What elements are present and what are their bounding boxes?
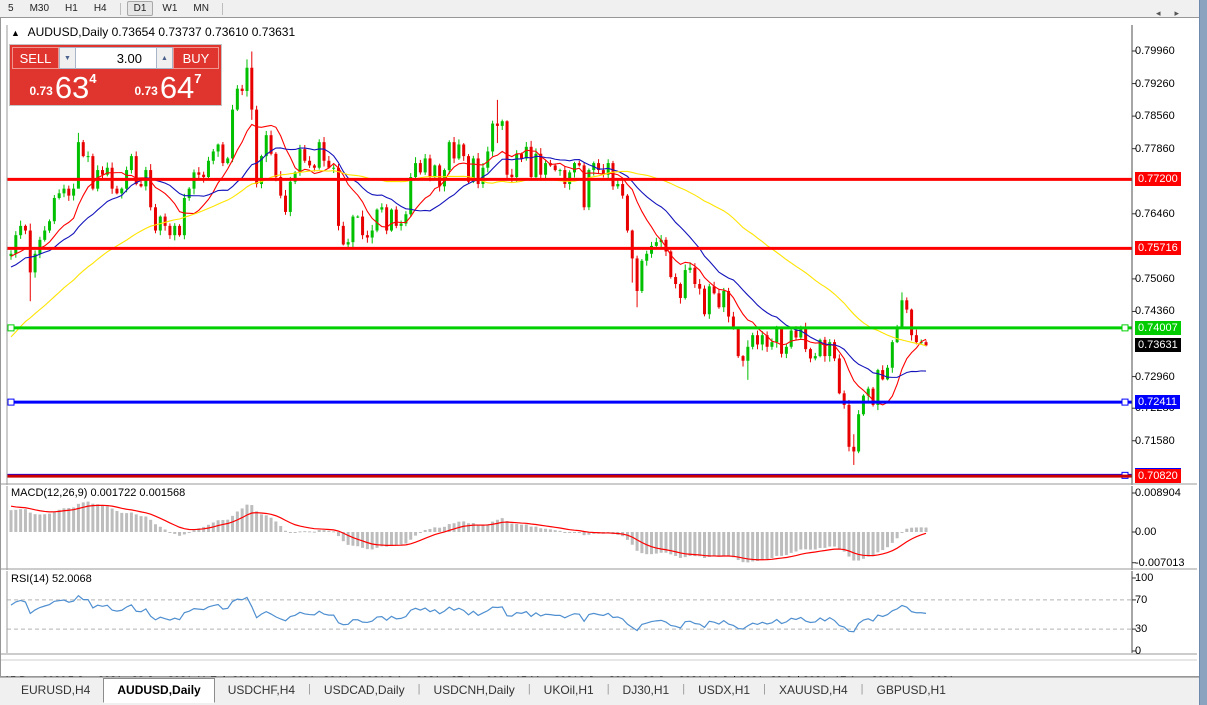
price-axis-label: 0.71580 xyxy=(1135,434,1175,447)
chart-canvas[interactable] xyxy=(1,18,1207,678)
macd-indicator-header: MACD(12,26,9) 0.001722 0.001568 xyxy=(11,487,186,499)
buy-price-prefix: 0.73 xyxy=(134,84,158,98)
sell-price-prefix: 0.73 xyxy=(29,84,53,98)
sell-price-sup: 4 xyxy=(89,71,97,86)
window-edge-strip xyxy=(1199,0,1207,705)
macd-axis-label: -0.007013 xyxy=(1135,556,1185,569)
sell-button[interactable]: SELL xyxy=(12,47,59,69)
indicator-panes-layer xyxy=(7,501,1132,633)
toolbar-separator xyxy=(221,2,223,15)
chart-tab-ukoil-h1[interactable]: UKOil,H1 xyxy=(543,683,594,697)
price-line-badge: 0.72411 xyxy=(1135,395,1180,410)
hline-handle[interactable] xyxy=(1121,398,1129,406)
tab-separator: | xyxy=(763,683,766,695)
hline-handle[interactable] xyxy=(7,398,15,406)
collapse-triangle-icon[interactable]: ▲ xyxy=(11,28,20,38)
tab-separator: | xyxy=(860,683,864,695)
horizontal-lines-layer[interactable] xyxy=(7,177,1132,479)
buy-price-big: 64 xyxy=(159,70,195,105)
price-axis-label: 0.72960 xyxy=(1135,370,1175,383)
tab-separator: | xyxy=(606,683,610,695)
price-line-badge: 0.73631 xyxy=(1135,338,1181,353)
volume-input[interactable]: 3.00 xyxy=(76,47,156,69)
timeframe-button-5[interactable]: 5 xyxy=(8,3,14,14)
price-line-badge: 0.70820 xyxy=(1135,469,1181,484)
toolbar-separator xyxy=(119,2,121,15)
rsi-axis-label: 100 xyxy=(1135,572,1154,584)
buy-button[interactable]: BUY xyxy=(173,47,219,69)
tab-separator: | xyxy=(527,683,531,695)
tab-separator: | xyxy=(682,683,686,695)
chart-tab-usdcad-daily[interactable]: USDCAD,Daily xyxy=(323,683,405,697)
timeframe-button-h1[interactable]: H1 xyxy=(65,3,78,14)
one-click-trade-panel: SELL ▼ 3.00 ▲ BUY 0.73 63 4 0.73 64 7 xyxy=(9,44,222,106)
rsi-axis-label: 0 xyxy=(1135,645,1142,657)
chart-tab-dj30-h1[interactable]: DJ30,H1 xyxy=(622,683,670,697)
buy-price-display[interactable]: 0.73 64 7 xyxy=(117,71,219,103)
chart-tab-eurusd-h4[interactable]: EURUSD,H4 xyxy=(21,683,91,697)
timeframe-button-mn[interactable]: MN xyxy=(193,3,209,14)
sell-price-big: 63 xyxy=(54,70,90,105)
macd-axis-label: 0.00 xyxy=(1135,526,1157,538)
hline-handle[interactable] xyxy=(7,324,15,332)
chart-tab-usdcnh-daily[interactable]: USDCNH,Daily xyxy=(433,683,515,697)
price-line-badge: 0.77200 xyxy=(1135,172,1181,187)
timeframe-button-m30[interactable]: M30 xyxy=(29,3,50,14)
timeframe-button-h4[interactable]: H4 xyxy=(93,3,107,14)
chart-tab-bar: EURUSD,H4 AUDUSD,Daily USDCHF,H4 | USDCAD,Da… xyxy=(0,677,1207,705)
chart-tab-xauusd-h4[interactable]: XAUUSD,H4 xyxy=(778,683,848,697)
pane-borders-layer xyxy=(1,25,1197,661)
rsi-axis-label: 70 xyxy=(1135,593,1148,606)
chart-ohlc-values: 0.73654 0.73737 0.73610 0.73631 xyxy=(111,25,296,39)
chart-symbol-label: AUDUSD,Daily xyxy=(27,25,109,39)
price-axis-label: 0.76460 xyxy=(1135,207,1175,220)
tab-scroll-right-icon[interactable]: ▸ xyxy=(1174,8,1193,18)
timeframe-toolbar: 5 M30 H1 H4 D1 W1 MN xyxy=(0,0,1207,17)
price-axis-label: 0.79260 xyxy=(1135,77,1175,90)
rsi-indicator-header: RSI(14) 52.0068 xyxy=(11,573,92,585)
price-axis-label: 0.74360 xyxy=(1135,305,1175,318)
chart-tab-usdchf-h4[interactable]: USDCHF,H4 xyxy=(227,683,296,697)
timeframe-button-d1[interactable]: D1 xyxy=(126,1,154,16)
price-line-badge: 0.74007 xyxy=(1135,320,1181,335)
volume-increase-button[interactable]: ▲ xyxy=(156,47,173,69)
chart-title: ▲ AUDUSD,Daily 0.73654 0.73737 0.73610 0… xyxy=(11,25,295,39)
tab-separator: | xyxy=(308,683,311,695)
moving-averages-layer xyxy=(10,123,927,406)
tab-scroll-left-icon[interactable]: ◂ xyxy=(1155,8,1175,18)
sell-price-display[interactable]: 0.73 63 4 xyxy=(12,71,114,103)
price-line-badge: 0.75716 xyxy=(1135,241,1181,256)
price-axis-label: 0.78560 xyxy=(1135,110,1175,123)
price-axis-label: 0.79960 xyxy=(1135,45,1175,57)
timeframe-button-w1[interactable]: W1 xyxy=(162,3,178,14)
buy-price-sup: 7 xyxy=(194,71,202,86)
chart-tab-usdx-h1[interactable]: USDX,H1 xyxy=(698,683,751,697)
volume-decrease-button[interactable]: ▼ xyxy=(59,47,76,69)
hline-handle[interactable] xyxy=(1121,324,1129,332)
price-axis-label: 0.75060 xyxy=(1135,272,1175,285)
rsi-axis-label: 30 xyxy=(1135,623,1148,636)
tab-separator: | xyxy=(417,683,421,695)
chart-tab-audusd-daily[interactable]: AUDUSD,Daily xyxy=(103,678,215,703)
chart-tab-gbpusd-h1[interactable]: GBPUSD,H1 xyxy=(876,683,946,697)
macd-axis-label: 0.008904 xyxy=(1135,487,1181,499)
tab-scroll-arrows[interactable]: ◂▸ xyxy=(1156,8,1193,19)
price-axis-label: 0.77860 xyxy=(1135,142,1175,155)
chart-window: ▲ AUDUSD,Daily 0.73654 0.73737 0.73610 0… xyxy=(0,17,1207,687)
